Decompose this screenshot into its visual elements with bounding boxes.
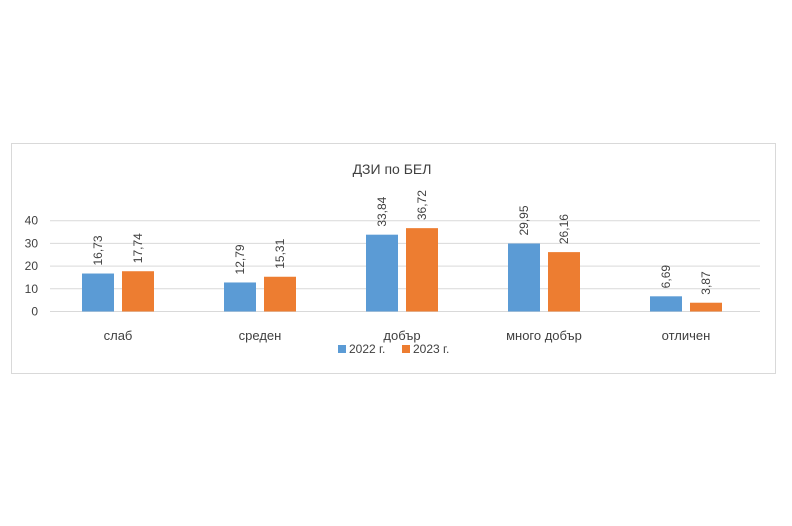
chart-svg: ДЗИ по БЕЛ 0 10 20 30 40 16,73 17,74 12,79 15,3…	[25, 161, 760, 356]
data-label: 3,87	[699, 271, 713, 295]
bar	[548, 252, 580, 312]
data-label: 29,95	[517, 205, 531, 235]
y-tick-label: 20	[25, 259, 39, 273]
y-tick-label: 0	[31, 305, 38, 319]
data-label: 12,79	[233, 244, 247, 274]
bar	[122, 271, 154, 312]
bars	[82, 228, 722, 312]
data-label: 15,31	[273, 238, 287, 268]
legend-label: 2023 г.	[413, 342, 449, 356]
bar	[406, 228, 438, 312]
legend-swatch	[338, 345, 346, 353]
gridlines	[50, 220, 760, 312]
bar	[650, 296, 682, 312]
x-category-label: добър	[383, 328, 420, 343]
data-label: 36,72	[415, 190, 429, 220]
legend-label: 2022 г.	[349, 342, 385, 356]
x-axis-categories: слаб среден добър много добър отличен	[104, 328, 711, 343]
x-category-label: слаб	[104, 328, 133, 343]
bar	[508, 243, 540, 312]
y-tick-label: 10	[25, 282, 39, 296]
bar	[264, 276, 296, 312]
y-tick-label: 30	[25, 236, 39, 250]
bar	[690, 302, 722, 312]
y-tick-label: 40	[25, 214, 39, 228]
bar	[366, 234, 398, 312]
legend-swatch	[402, 345, 410, 353]
chart-title: ДЗИ по БЕЛ	[353, 161, 432, 177]
data-label: 16,73	[91, 235, 105, 265]
legend: 2022 г. 2023 г.	[338, 342, 449, 356]
x-category-label: среден	[239, 328, 282, 343]
bar	[82, 273, 114, 312]
x-category-label: много добър	[506, 328, 582, 343]
chart-area: ДЗИ по БЕЛ 0 10 20 30 40 16,73 17,74 12,79 15,3…	[11, 143, 776, 374]
data-label: 33,84	[375, 196, 389, 226]
data-label: 26,16	[557, 214, 571, 244]
y-axis-ticks: 0 10 20 30 40	[25, 214, 39, 319]
x-category-label: отличен	[662, 328, 711, 343]
data-labels: 16,73 17,74 12,79 15,31 33,84 36,72 29,95 26,16…	[91, 190, 713, 295]
bar	[224, 282, 256, 312]
data-label: 17,74	[131, 233, 145, 263]
data-label: 6,69	[659, 265, 673, 289]
